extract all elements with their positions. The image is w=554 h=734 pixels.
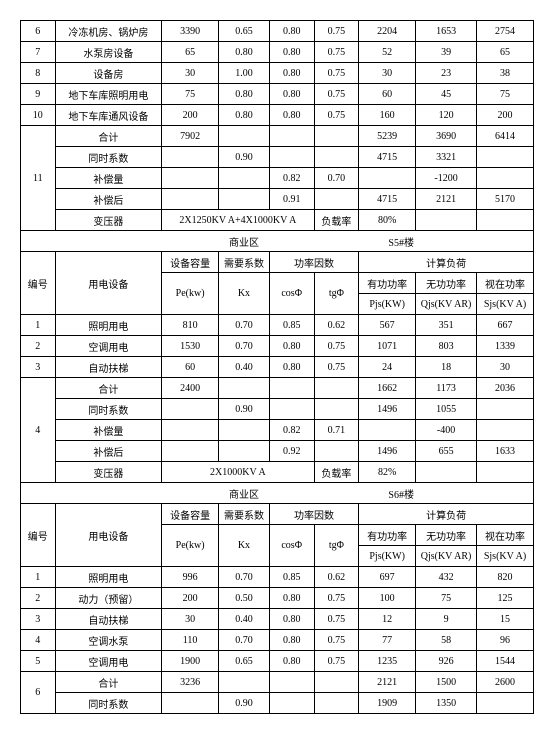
row-no: 10 <box>21 105 56 126</box>
section-title: 商业区 <box>219 231 270 252</box>
row-name: 照明用电 <box>55 567 162 588</box>
row-no: 7 <box>21 42 56 63</box>
section-title: 商业区 <box>219 483 270 504</box>
row-name: 自动扶梯 <box>55 609 162 630</box>
row-no: 3 <box>21 609 56 630</box>
row-name: 照明用电 <box>55 315 162 336</box>
row-no: 2 <box>21 588 56 609</box>
row-no: 2 <box>21 336 56 357</box>
row-no: 9 <box>21 84 56 105</box>
group-no: 4 <box>21 378 56 483</box>
row-name: 空调用电 <box>55 336 162 357</box>
row-name: 自动扶梯 <box>55 357 162 378</box>
row-name: 水泵房设备 <box>55 42 162 63</box>
row-name: 设备房 <box>55 63 162 84</box>
row-no: 4 <box>21 630 56 651</box>
row-name: 地下车库通风设备 <box>55 105 162 126</box>
row-name: 冷冻机房、锅炉房 <box>55 21 162 42</box>
group-no: 6 <box>21 672 56 714</box>
group-no: 11 <box>21 126 56 231</box>
row-no: 1 <box>21 567 56 588</box>
row-name: 空调用电 <box>55 651 162 672</box>
row-no: 3 <box>21 357 56 378</box>
row-name: 空调水泵 <box>55 630 162 651</box>
row-name: 地下车库照明用电 <box>55 84 162 105</box>
row-no: 6 <box>21 21 56 42</box>
row-no: 8 <box>21 63 56 84</box>
row-no: 5 <box>21 651 56 672</box>
row-no: 1 <box>21 315 56 336</box>
row-name: 动力（预留） <box>55 588 162 609</box>
load-calc-table: 6冷冻机房、锅炉房33900.650.800.752204165327547水泵… <box>20 20 534 714</box>
